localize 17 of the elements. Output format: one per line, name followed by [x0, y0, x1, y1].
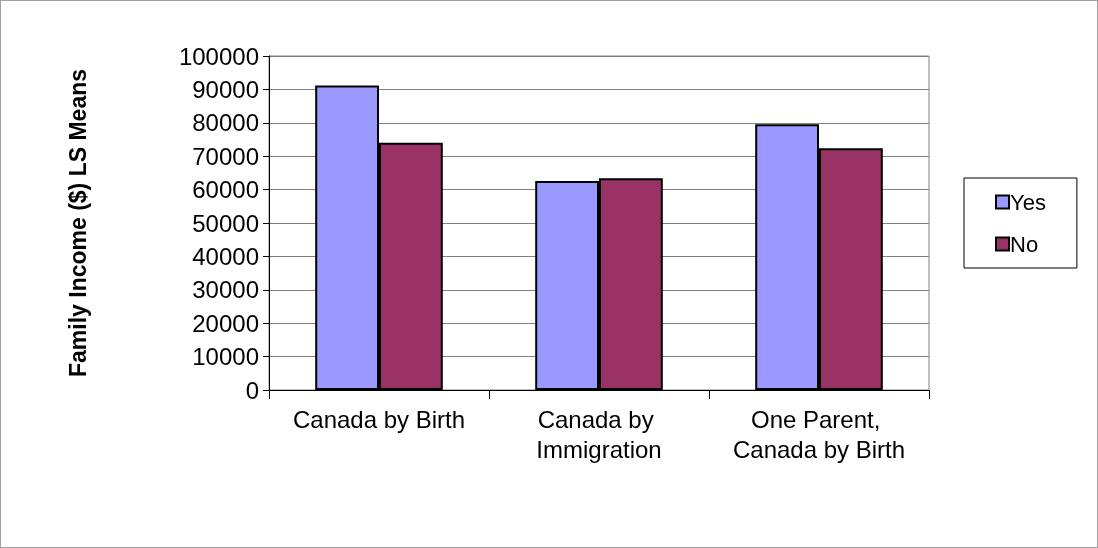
y-tick-label: 60000 — [192, 176, 259, 204]
x-tick-label: Canada by Immigration — [536, 405, 662, 463]
x-tick-label: Canada by Birth — [292, 405, 466, 433]
y-tick-label: 0 — [245, 376, 259, 404]
x-tick-label: One Parent, Canada by Birth — [732, 405, 906, 463]
y-tick-label: 10000 — [192, 343, 259, 371]
y-tick-label: 100000 — [178, 42, 259, 70]
y-tick-label: 80000 — [192, 109, 259, 137]
y-tick-label: 40000 — [192, 242, 259, 270]
legend-label: No — [1010, 231, 1039, 257]
y-tick-label: 20000 — [192, 309, 259, 337]
y-tick-label: 30000 — [192, 276, 259, 304]
y-axis-title: Family Income ($) LS Means — [64, 68, 91, 378]
y-tick-label: 70000 — [192, 142, 259, 170]
y-tick-label: 50000 — [192, 209, 259, 237]
y-tick-label: 90000 — [192, 75, 259, 103]
legend-label: Yes — [1010, 189, 1046, 215]
